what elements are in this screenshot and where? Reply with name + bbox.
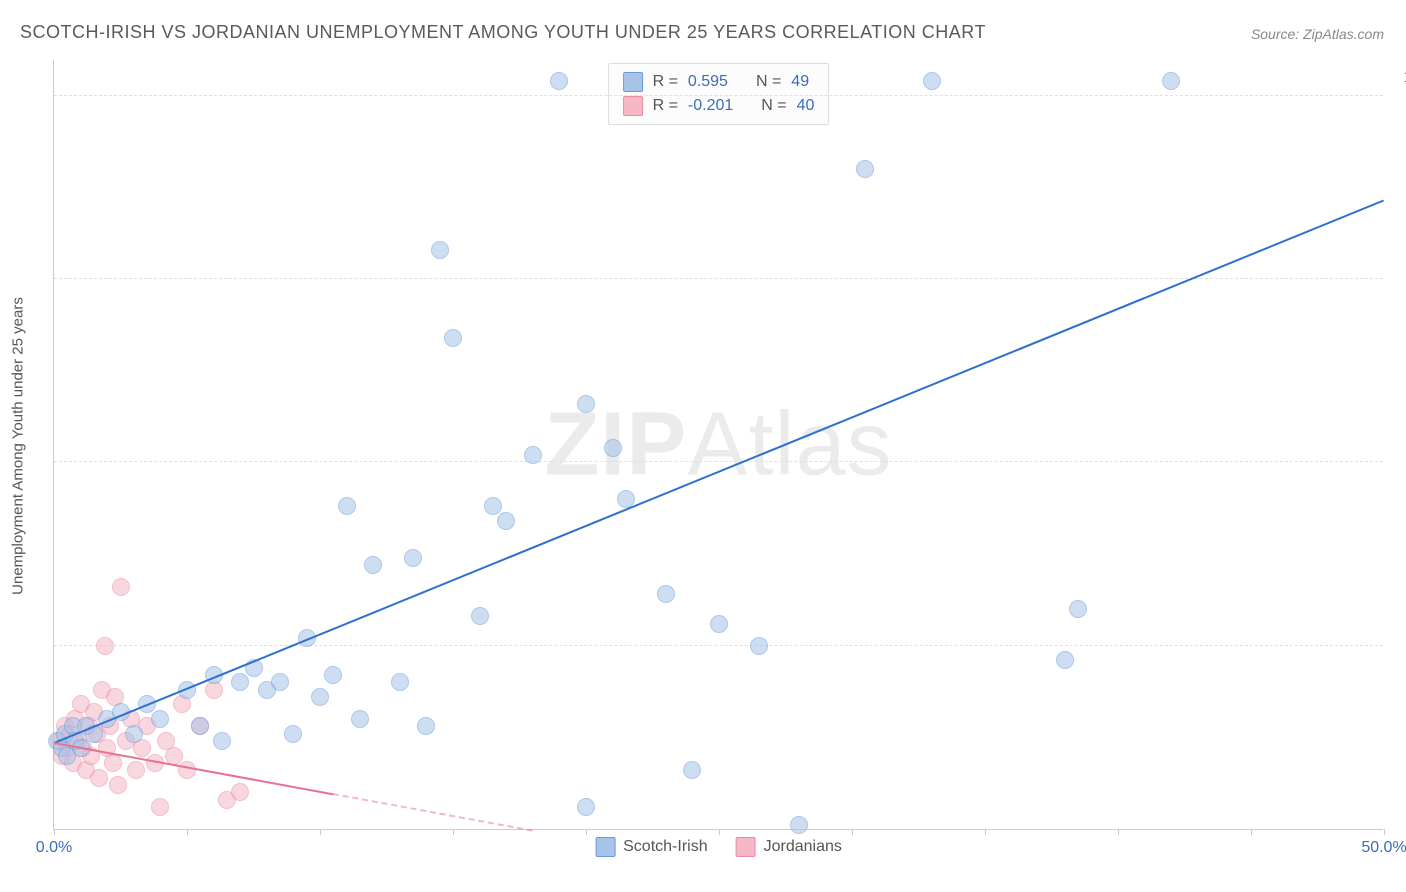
scotch-irish-point [471,607,489,625]
legend-label-jordanians: Jordanians [764,838,842,856]
scotch-irish-point [324,666,342,684]
legend-row-jordanians: R = -0.201 N = 40 [623,94,815,118]
legend-label-scotch-irish: Scotch-Irish [623,838,707,856]
scotch-irish-point [484,497,502,515]
x-tick [1384,829,1385,835]
scotch-irish-point [790,816,808,834]
x-tick [719,829,720,835]
scotch-irish-point [338,497,356,515]
watermark-light: Atlas [687,394,892,494]
legend-r-value-scotch-irish: 0.595 [688,73,728,91]
legend-r-value-jordanians: -0.201 [688,97,733,115]
x-tick [453,829,454,835]
trend-line [333,793,533,832]
jordanians-point [151,798,169,816]
legend-item-jordanians: Jordanians [736,837,842,857]
x-tick [985,829,986,835]
x-tick [852,829,853,835]
jordanians-point [178,761,196,779]
scotch-irish-point [923,72,941,90]
scotch-irish-point [750,637,768,655]
legend-n-label: N = [756,73,781,91]
x-tick-label: 50.0% [1361,839,1406,857]
source-label: Source: [1251,26,1299,42]
trend-line [54,199,1385,744]
scotch-irish-point [856,160,874,178]
legend-row-scotch-irish: R = 0.595 N = 49 [623,70,815,94]
scotch-irish-point [213,732,231,750]
scotch-irish-point [657,585,675,603]
legend-swatch-jordanians [623,96,643,116]
jordanians-point [96,637,114,655]
jordanians-point [109,776,127,794]
x-tick [320,829,321,835]
scotch-irish-point [351,710,369,728]
scotch-irish-point [417,717,435,735]
scotch-irish-point [550,72,568,90]
scotch-irish-point [1056,651,1074,669]
scotch-irish-point [151,710,169,728]
x-tick [187,829,188,835]
scotch-irish-point [284,725,302,743]
scotch-irish-point [710,615,728,633]
legend-swatch-scotch-irish [623,72,643,92]
legend-swatch-jordanians [736,837,756,857]
jordanians-point [112,578,130,596]
jordanians-point [104,754,122,772]
legend-swatch-scotch-irish [595,837,615,857]
scotch-irish-point [231,673,249,691]
x-tick [1118,829,1119,835]
scotch-irish-point [311,688,329,706]
scotch-irish-point [1162,72,1180,90]
legend-r-label: R = [653,73,678,91]
scotch-irish-point [577,798,595,816]
gridline [54,645,1383,646]
y-axis-label: Unemployment Among Youth under 25 years [10,297,27,595]
series-legend: Scotch-Irish Jordanians [595,837,842,857]
source-value: ZipAtlas.com [1303,26,1384,42]
jordanians-point [231,783,249,801]
scotch-irish-point [577,395,595,413]
x-tick [54,829,55,835]
scotch-irish-point [271,673,289,691]
legend-n-label: N = [761,97,786,115]
scotch-irish-point [364,556,382,574]
jordanians-point [127,761,145,779]
watermark: ZIPAtlas [544,393,892,496]
legend-item-scotch-irish: Scotch-Irish [595,837,707,857]
legend-r-label: R = [653,97,678,115]
x-tick [586,829,587,835]
gridline [54,461,1383,462]
x-tick [1251,829,1252,835]
source-attribution: Source: ZipAtlas.com [1251,26,1384,42]
legend-n-value-scotch-irish: 49 [791,73,809,91]
scotch-irish-point [431,241,449,259]
scotch-irish-point [524,446,542,464]
scotch-irish-point [404,549,422,567]
scotch-irish-point [191,717,209,735]
scotch-irish-point [683,761,701,779]
scotch-irish-point [604,439,622,457]
gridline [54,278,1383,279]
jordanians-point [90,769,108,787]
scotch-irish-point [497,512,515,530]
gridline [54,95,1383,96]
x-tick-label: 0.0% [36,839,72,857]
legend-n-value-jordanians: 40 [797,97,815,115]
scotch-irish-point [1069,600,1087,618]
scotch-irish-point [125,725,143,743]
chart-title: SCOTCH-IRISH VS JORDANIAN UNEMPLOYMENT A… [20,22,986,43]
scotch-irish-point [391,673,409,691]
plot-area: ZIPAtlas R = 0.595 N = 49 R = -0.201 N =… [53,60,1383,830]
chart-container: { "title": "SCOTCH-IRISH VS JORDANIAN UN… [0,0,1406,892]
scotch-irish-point [444,329,462,347]
